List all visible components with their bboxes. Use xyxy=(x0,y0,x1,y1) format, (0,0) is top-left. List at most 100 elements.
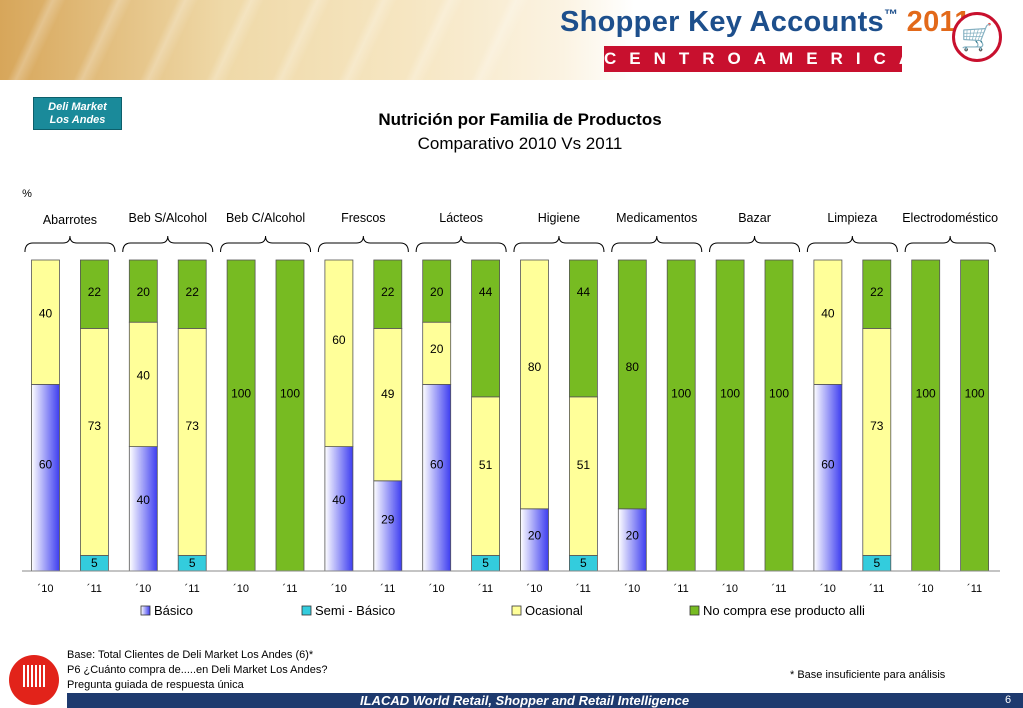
group-label: Beb C/Alcohol xyxy=(226,211,305,225)
store-badge-line2: Los Andes xyxy=(49,114,106,126)
data-label-no-compra: 22 xyxy=(870,285,884,299)
legend-label-ocasional: Ocasional xyxy=(525,603,583,618)
group-label: Lácteos xyxy=(439,211,483,225)
group-brace xyxy=(513,235,605,253)
bar-segment-no-compra xyxy=(177,259,207,329)
x-tick-label: ´10 xyxy=(820,583,836,595)
group-brace xyxy=(317,235,409,253)
data-label-semi-basico: 5 xyxy=(189,556,196,570)
data-label-no-compra: 80 xyxy=(626,360,640,374)
bar-segment-ocasional xyxy=(373,328,403,482)
data-label-basico: 60 xyxy=(821,458,835,472)
x-tick-label: ´10 xyxy=(624,583,640,595)
data-label-semi-basico: 5 xyxy=(873,556,880,570)
x-tick-label: ´11 xyxy=(967,583,982,595)
header-banner: Shopper Key Accounts™ 2011 CENTROAMERICA… xyxy=(0,0,1023,80)
group-label: Medicamentos xyxy=(616,211,697,225)
footnote-guide: Pregunta guiada de respuesta única xyxy=(67,679,244,691)
x-tick-label: ´10 xyxy=(233,583,249,595)
bar-segment-ocasional xyxy=(31,259,60,385)
brand-title-text: Shopper Key Accounts xyxy=(560,6,884,38)
x-tick-label: ´11 xyxy=(478,583,493,595)
bar-segment-ocasional xyxy=(813,259,843,385)
x-tick-label: ´11 xyxy=(282,583,297,595)
group-brace xyxy=(709,235,801,253)
bar-segment-basico xyxy=(617,508,647,572)
group-brace xyxy=(220,235,312,253)
group-label: Frescos xyxy=(341,211,385,225)
legend-label-semi-basico: Semi - Básico xyxy=(315,603,395,618)
legend-label-no-compra: No compra ese producto alli xyxy=(703,603,865,618)
group-label: Electrodoméstico xyxy=(902,211,998,225)
data-label-basico: 60 xyxy=(39,458,53,472)
y-axis-label: % xyxy=(22,188,32,200)
bar-segment-no-compra xyxy=(862,259,892,329)
bar-segment-no-compra xyxy=(715,259,745,572)
data-label-ocasional: 80 xyxy=(528,360,542,374)
x-tick-label: ´11 xyxy=(771,583,786,595)
data-label-ocasional: 51 xyxy=(479,458,493,472)
data-label-no-compra: 100 xyxy=(671,387,691,401)
bar-segment-no-compra xyxy=(617,259,647,510)
data-label-ocasional: 40 xyxy=(821,306,835,320)
group-label: Higiene xyxy=(538,211,580,225)
bar-segment-no-compra xyxy=(471,259,501,398)
legend-swatch-semi-basico xyxy=(301,605,312,616)
data-label-no-compra: 100 xyxy=(280,387,300,401)
data-label-no-compra: 44 xyxy=(479,285,493,299)
page-number: 6 xyxy=(1005,694,1012,706)
footnote-base: Base: Total Clientes de Deli Market Los … xyxy=(67,649,314,661)
footer-bar xyxy=(67,693,1023,708)
legend-swatch-no-compra xyxy=(689,605,700,616)
header-decoration xyxy=(0,0,540,80)
bar-segment-ocasional xyxy=(422,321,452,385)
bar-segment-ocasional xyxy=(80,328,109,556)
data-label-semi-basico: 5 xyxy=(482,556,489,570)
bar-segment-ocasional xyxy=(324,259,354,448)
bar-segment-no-compra xyxy=(666,259,696,572)
x-tick-label: ´10 xyxy=(331,583,347,595)
shopping-cart-logo-icon: 🛒 xyxy=(952,12,1002,62)
store-badge: Deli Market Los Andes xyxy=(33,97,122,130)
data-label-basico: 29 xyxy=(381,513,395,527)
data-label-no-compra: 22 xyxy=(88,285,102,299)
data-label-basico: 40 xyxy=(137,493,151,507)
x-tick-label: ´11 xyxy=(869,583,884,595)
group-brace xyxy=(24,235,116,253)
x-tick-label: ´10 xyxy=(38,583,54,595)
group-label: Beb S/Alcohol xyxy=(128,211,207,225)
group-label: Abarrotes xyxy=(43,213,97,227)
footer-text: ILACAD World Retail, Shopper and Retail … xyxy=(360,693,690,708)
bar-segment-basico xyxy=(324,446,354,572)
x-tick-label: ´11 xyxy=(674,583,689,595)
bar-segment-basico xyxy=(31,383,60,572)
bar-segment-ocasional xyxy=(128,321,158,447)
bar-segment-ocasional xyxy=(520,259,549,510)
legend-label-basico: Básico xyxy=(154,603,193,618)
bar-segment-no-compra xyxy=(275,259,305,572)
bar-segment-basico xyxy=(128,446,158,572)
data-label-ocasional: 60 xyxy=(332,333,346,347)
data-label-no-compra: 100 xyxy=(231,387,251,401)
bar-segment-ocasional xyxy=(862,328,892,556)
data-label-basico: 40 xyxy=(332,493,346,507)
data-label-ocasional: 73 xyxy=(186,419,200,433)
footnote-insufficient: * Base insuficiente para análisis xyxy=(790,669,946,681)
legend-swatch-ocasional xyxy=(511,605,522,616)
data-label-no-compra: 22 xyxy=(186,285,200,299)
bar-segment-ocasional xyxy=(471,396,501,556)
data-label-no-compra: 100 xyxy=(769,387,789,401)
data-label-basico: 20 xyxy=(528,529,542,543)
chart-title: Nutrición por Familia de Productos xyxy=(378,110,662,129)
group-brace xyxy=(122,235,214,253)
group-brace xyxy=(904,235,996,253)
footnote-question: P6 ¿Cuánto compra de.....en Deli Market … xyxy=(67,664,328,676)
data-label-semi-basico: 5 xyxy=(91,556,98,570)
data-label-no-compra: 20 xyxy=(137,285,151,299)
bar-segment-no-compra xyxy=(911,259,941,572)
data-label-no-compra: 100 xyxy=(965,387,985,401)
ilacad-barcode-logo-icon xyxy=(9,655,59,705)
bar-segment-basico xyxy=(520,508,549,572)
bar-segment-no-compra xyxy=(128,259,158,323)
data-label-basico: 20 xyxy=(626,529,640,543)
